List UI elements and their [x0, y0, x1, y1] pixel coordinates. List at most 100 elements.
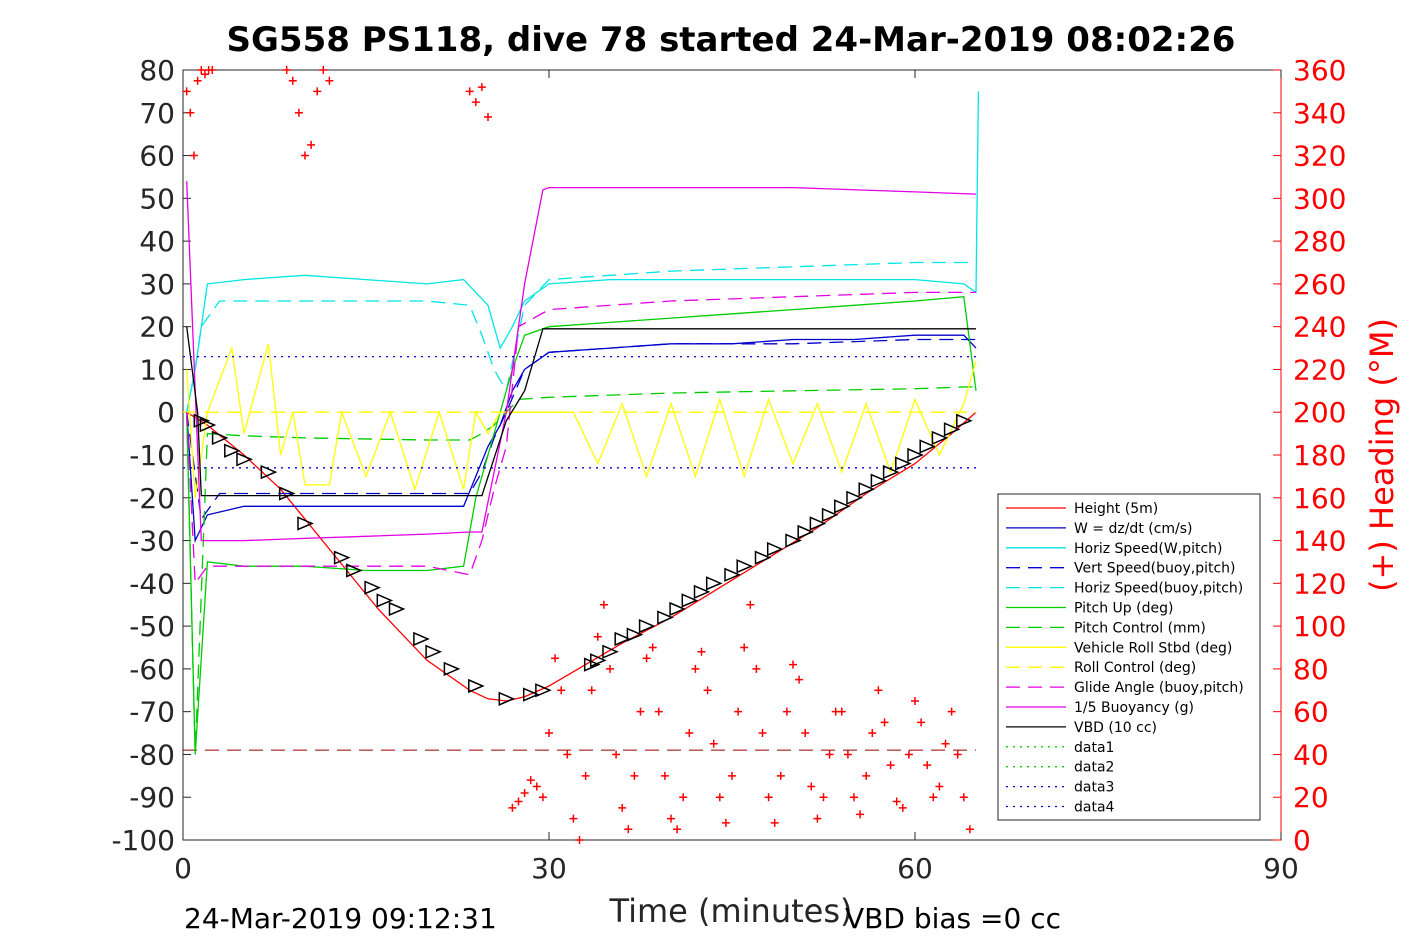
depth-marker	[809, 516, 827, 531]
heading-marker	[807, 782, 816, 791]
y-tick-label: 0	[157, 396, 175, 429]
depth-marker	[736, 559, 754, 574]
legend-label: Pitch Control (mm)	[1074, 620, 1206, 636]
plot-area: 80706050403020100-10-20-30-40-50-60-70-8…	[111, 54, 1346, 885]
y-tick-label: 70	[139, 97, 175, 130]
legend-label: Horiz Speed(buoy,pitch)	[1074, 581, 1243, 597]
legend-label: Glide Angle (buoy,pitch)	[1074, 680, 1244, 696]
depth-marker	[705, 576, 723, 591]
y-tick-label: 50	[139, 182, 175, 215]
heading-marker	[880, 718, 889, 727]
heading-marker	[709, 739, 718, 748]
depth-marker	[626, 627, 644, 642]
depth-marker	[669, 601, 687, 617]
legend: Height (5m) W = dz/dt (cm/s) Horiz Speed(W…	[997, 493, 1261, 821]
depth-marker	[724, 567, 741, 582]
y2-tick-label: 320	[1293, 140, 1346, 173]
heading-marker	[667, 814, 675, 823]
heading-marker	[197, 66, 206, 74]
series-line-6	[186, 295, 977, 755]
heading-marker	[886, 761, 895, 770]
legend-label: Height (5m)	[1074, 501, 1158, 517]
x-tick-label: 0	[174, 852, 192, 885]
depth-marker	[278, 486, 296, 501]
y2-tick-label: 120	[1293, 567, 1346, 600]
heading-marker	[776, 771, 785, 780]
heading-marker	[746, 600, 755, 609]
y-tick-label: 20	[139, 311, 175, 344]
heading-marker	[282, 66, 291, 74]
y2-tick-label: 160	[1293, 482, 1346, 515]
heading-marker	[624, 825, 633, 834]
y2-tick-label: 300	[1293, 182, 1346, 215]
heading-marker	[795, 675, 804, 684]
y2-tick-label: 0	[1293, 824, 1311, 857]
heading-marker	[764, 793, 773, 802]
depth-marker	[583, 657, 601, 672]
depth-marker	[443, 661, 461, 677]
y-tick-label: 30	[139, 268, 175, 301]
depth-marker	[413, 631, 430, 647]
heading-marker	[630, 771, 639, 780]
depth-marker	[846, 490, 863, 505]
heading-marker	[715, 793, 724, 802]
series-line-12	[186, 326, 976, 497]
heading-marker	[868, 729, 877, 738]
y-tick-label: 80	[139, 54, 175, 87]
depth-marker	[907, 447, 924, 463]
y-tick-label: 40	[139, 225, 175, 258]
depth-marker	[638, 618, 656, 634]
depth-marker	[425, 644, 443, 659]
heading-marker	[721, 818, 730, 827]
series-line-7	[186, 385, 977, 755]
heading-marker	[843, 750, 852, 759]
legend-label: Vert Speed(buoy,pitch)	[1074, 561, 1236, 577]
legend-label: Horiz Speed(W,pitch)	[1074, 541, 1222, 557]
heading-marker	[782, 707, 791, 716]
y-tick-label: -70	[129, 696, 175, 729]
heading-marker	[947, 707, 956, 716]
heading-marker	[193, 76, 202, 85]
depth-marker	[333, 550, 351, 565]
depth-marker	[388, 601, 406, 617]
y2-tick-label: 80	[1293, 653, 1329, 686]
depth-marker	[681, 593, 699, 608]
y2-tick-label: 220	[1293, 353, 1346, 386]
x-tick-label: 60	[897, 852, 933, 885]
legend-label: 1/5 Buoyancy (g)	[1074, 700, 1194, 716]
heading-marker	[697, 647, 706, 656]
x-tick-label: 30	[531, 852, 567, 885]
depth-marker	[882, 464, 900, 480]
depth-marker	[766, 541, 784, 557]
series-line-5	[186, 261, 976, 413]
heading-marker	[789, 660, 797, 669]
depth-marker	[260, 464, 278, 480]
heading-marker	[484, 113, 492, 122]
legend-label: data4	[1074, 800, 1115, 816]
heading-marker	[941, 739, 950, 748]
heading-marker	[679, 793, 688, 802]
y2-tick-label: 340	[1293, 97, 1346, 130]
y-tick-label: -90	[129, 781, 175, 814]
heading-marker	[288, 76, 297, 85]
heading-marker	[825, 750, 834, 759]
y2-axis-label: (+) Heading (°M)	[1363, 318, 1401, 592]
heading-marker	[313, 87, 322, 96]
depth-marker	[895, 456, 912, 471]
legend-label: Roll Control (deg)	[1074, 660, 1196, 676]
heading-marker	[208, 66, 217, 74]
heading-marker	[587, 686, 596, 695]
depth-marker	[821, 507, 839, 523]
x-axis-label: Time (minutes)	[609, 892, 853, 930]
y2-tick-label: 180	[1293, 439, 1346, 472]
heading-marker	[703, 686, 712, 695]
depth-marker	[468, 678, 485, 694]
heading-marker	[874, 686, 883, 695]
depth-marker	[657, 610, 674, 625]
heading-marker	[532, 782, 541, 791]
heading-marker	[526, 776, 535, 785]
depth-marker	[602, 644, 619, 659]
depth-marker	[297, 516, 314, 531]
heading-marker	[837, 707, 846, 716]
